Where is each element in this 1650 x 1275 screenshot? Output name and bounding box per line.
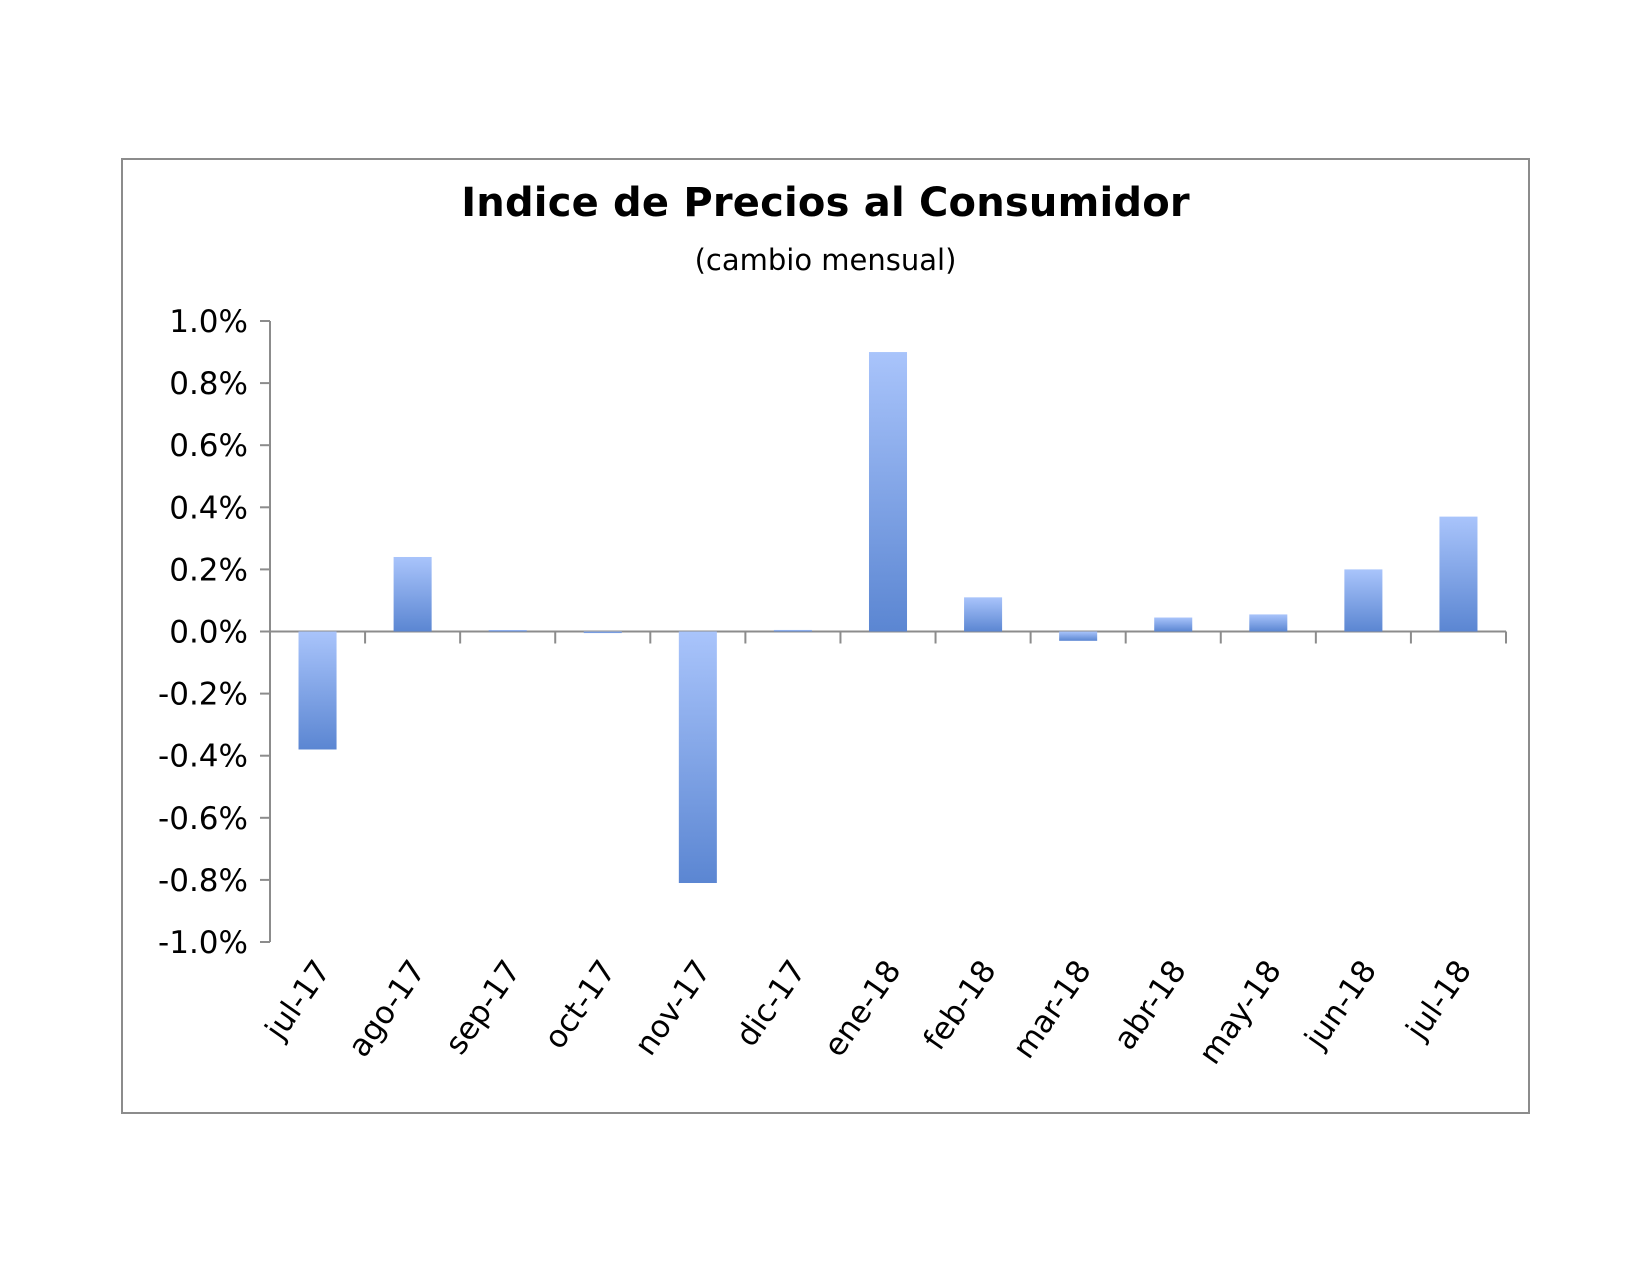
x-tick-label: dic-17 [729, 954, 814, 1053]
bar-oct-17 [583, 631, 622, 634]
y-tick-label: -0.6% [158, 801, 248, 837]
bar-dic-17 [773, 629, 812, 632]
x-tick-label: sep-17 [438, 954, 528, 1061]
bar-nov-17 [678, 631, 717, 884]
x-tick-label: mar-18 [1006, 954, 1099, 1065]
bars [298, 352, 1478, 884]
y-tick-label: -1.0% [158, 925, 248, 961]
x-axis [270, 630, 1507, 644]
bar-chart: 1.0% 0.8% 0.6% 0.4% 0.2% 0.0% -0.2% -0.4% -0.6% -… [158, 304, 1507, 1071]
x-tick-label: oct-17 [537, 954, 623, 1056]
y-tick-label: 0.2% [169, 552, 248, 588]
y-tick-label: 0.0% [169, 615, 248, 651]
chart-frame: Indice de Precios al Consumidor (cambio … [121, 158, 1530, 1114]
bar-jul-17 [298, 631, 337, 750]
bar-ago-17 [393, 556, 432, 632]
x-tick-label: abr-18 [1107, 954, 1194, 1057]
x-tick-label: jul-18 [1399, 954, 1479, 1047]
y-tick-label: 1.0% [169, 304, 248, 340]
x-tick-label: may-18 [1192, 954, 1289, 1071]
bar-may-18 [1249, 614, 1288, 632]
y-tick-label: 0.4% [169, 490, 248, 526]
x-tick-label: ene-18 [817, 954, 909, 1063]
y-tick-label: 0.6% [169, 428, 248, 464]
bar-abr-18 [1154, 617, 1193, 632]
x-tick-label: nov-17 [628, 954, 719, 1062]
bar-ene-18 [868, 352, 908, 632]
chart-title: Indice de Precios al Consumidor [461, 180, 1190, 226]
chart-subtitle: (cambio mensual) [694, 243, 957, 277]
y-axis: 1.0% 0.8% 0.6% 0.4% 0.2% 0.0% -0.2% -0.4% -0.6% -… [158, 304, 271, 961]
y-tick-label: -0.4% [158, 739, 248, 775]
bar-feb-18 [964, 597, 1003, 632]
bar-jul-18 [1439, 516, 1478, 632]
y-tick-label: 0.8% [169, 366, 248, 402]
x-tick-label: feb-18 [917, 954, 1004, 1057]
bar-sep-17 [488, 630, 527, 632]
bar-jun-18 [1344, 569, 1383, 632]
x-tick-label: jul-17 [258, 954, 338, 1047]
x-tick-label: jun-18 [1297, 954, 1384, 1056]
x-tick-label: ago-17 [341, 954, 433, 1064]
y-tick-label: -0.2% [158, 677, 248, 713]
y-tick-label: -0.8% [158, 863, 248, 899]
x-axis-labels: jul-17 ago-17 sep-17 oct-17 nov-17 dic-17 ene-… [258, 954, 1479, 1071]
bar-mar-18 [1059, 631, 1098, 641]
